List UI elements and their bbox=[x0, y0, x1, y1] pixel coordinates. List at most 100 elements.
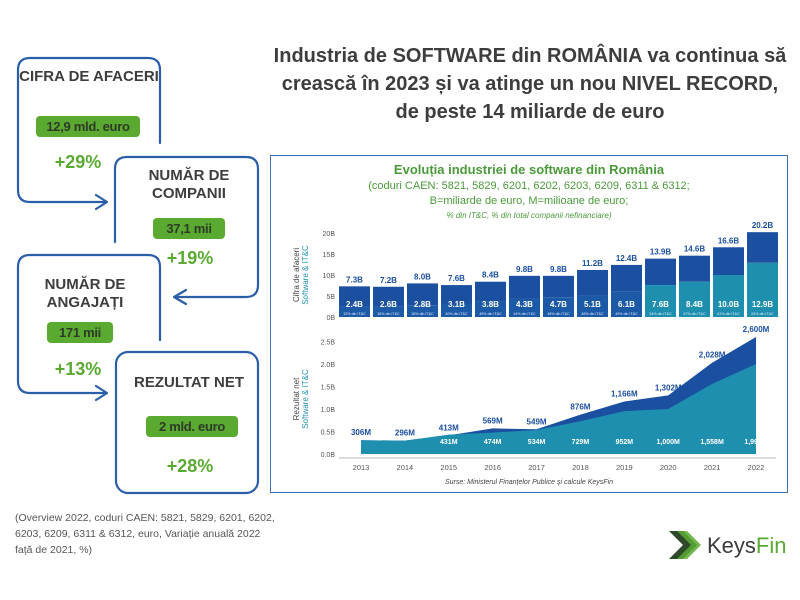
bar-itc bbox=[509, 275, 540, 299]
bar-label-software: 6.1B bbox=[618, 300, 635, 309]
x-tick-label: 2013 bbox=[353, 463, 370, 472]
kpi-change: +19% bbox=[166, 248, 214, 268]
bar-label-software: 2.4B bbox=[346, 300, 363, 309]
bar-share-label: 40% din IT&C bbox=[445, 312, 468, 316]
bar-label-itc: 16.6B bbox=[718, 236, 740, 245]
bar-share-label: 32% din IT&C bbox=[343, 312, 366, 316]
y-tick-label: 10B bbox=[323, 273, 336, 280]
bar-label-itc: 7.3B bbox=[346, 275, 363, 284]
bar-itc bbox=[747, 232, 778, 263]
chart-subtitle: (coduri CAEN: 5821, 5829, 6201, 6202, 62… bbox=[368, 180, 690, 192]
y-tick-label: 2.5B bbox=[321, 340, 336, 347]
kpi-value: 2 mld. euro bbox=[146, 416, 238, 437]
bar-itc bbox=[441, 285, 472, 304]
bar-itc bbox=[407, 283, 438, 306]
bar-software bbox=[713, 275, 744, 317]
x-tick-label: 2016 bbox=[484, 463, 501, 472]
bar-itc bbox=[679, 255, 710, 282]
chart-title: Evoluția industriei de software din Româ… bbox=[393, 162, 665, 177]
bar-software bbox=[339, 306, 370, 317]
chart-subtitle: % din IT&C, % din total companii nefinan… bbox=[446, 211, 612, 220]
bar-label-software: 7.6B bbox=[652, 300, 669, 309]
bar-share-label: 64% din IT&C bbox=[751, 312, 774, 316]
kpi-title: NUMĂR DE ANGAJAȚI bbox=[44, 276, 126, 311]
bar-label-software: 3.1B bbox=[448, 300, 465, 309]
area-label-itc: 2,028M bbox=[699, 351, 726, 360]
bar-software bbox=[441, 303, 472, 317]
area-label-software: 729M bbox=[572, 439, 590, 446]
bar-label-software: 4.3B bbox=[516, 300, 533, 309]
bar-label-software: 2.8B bbox=[414, 300, 431, 309]
area-label-itc: 2,600M bbox=[743, 325, 770, 334]
y-axis-label: Rezultat net bbox=[292, 377, 301, 420]
bar-itc bbox=[577, 269, 608, 296]
y-axis-label: Cifra de afaceri bbox=[292, 248, 301, 302]
bar-software bbox=[543, 297, 574, 317]
area-label-itc: 569M bbox=[483, 416, 503, 425]
y-tick-label: 20B bbox=[323, 231, 336, 238]
bar-label-itc: 7.2B bbox=[380, 276, 397, 285]
bar-label-software: 2.6B bbox=[380, 300, 397, 309]
x-tick-label: 2017 bbox=[528, 463, 545, 472]
y-tick-label: 2.0B bbox=[321, 362, 336, 369]
box-angajati-outline bbox=[16, 253, 162, 395]
flow-connectors bbox=[16, 56, 260, 495]
bar-software bbox=[679, 281, 710, 317]
area-software bbox=[361, 364, 756, 454]
y-tick-label: 0.5B bbox=[321, 430, 336, 437]
bar-software bbox=[407, 305, 438, 317]
svg-text:KeysFin: KeysFin bbox=[707, 533, 786, 558]
area-label-software: 952M bbox=[616, 439, 634, 446]
y-tick-label: 0B bbox=[326, 315, 335, 322]
kpi-title: CIFRA DE AFACERI bbox=[19, 68, 159, 85]
x-tick-label: 2015 bbox=[440, 463, 457, 472]
bar-itc bbox=[645, 258, 676, 286]
bar-share-label: 36% din IT&C bbox=[411, 312, 434, 316]
box-cifra-outline bbox=[16, 56, 162, 204]
area-label-software: 1,000M bbox=[657, 439, 681, 446]
bar-share-label: 46% din IT&C bbox=[581, 312, 604, 316]
x-tick-label: 2020 bbox=[660, 463, 677, 472]
area-label-software: 534M bbox=[528, 439, 546, 446]
kpi-title: REZULTAT NET bbox=[134, 374, 244, 391]
bar-itc bbox=[339, 286, 370, 307]
bar-itc bbox=[373, 286, 404, 307]
bar-label-software: 3.8B bbox=[482, 300, 499, 309]
area-label-itc: 296M bbox=[395, 429, 415, 438]
bar-software bbox=[373, 306, 404, 317]
bar-share-label: 57% din IT&C bbox=[683, 312, 706, 316]
bar-software bbox=[747, 262, 778, 317]
bar-software bbox=[475, 301, 506, 317]
arrow-left-icon bbox=[172, 288, 188, 306]
chart-panel: Evoluția industriei de software din Româ… bbox=[270, 155, 788, 493]
arrow-right-icon bbox=[94, 193, 109, 211]
footnote: (Overview 2022, coduri CAEN: 5821, 5829,… bbox=[15, 512, 275, 556]
bar-label-itc: 8.4B bbox=[482, 271, 499, 280]
area-label-itc: 413M bbox=[439, 423, 459, 432]
bar-share-label: 49% din IT&C bbox=[615, 312, 638, 316]
bar-share-label: 36% din IT&C bbox=[377, 312, 400, 316]
bar-software bbox=[577, 295, 608, 317]
area-label-itc: 876M bbox=[570, 403, 590, 412]
bar-software bbox=[645, 285, 676, 317]
bar-itc bbox=[713, 247, 744, 275]
area-label-itc: 1,302M bbox=[655, 383, 682, 392]
bar-label-itc: 12.4B bbox=[616, 254, 638, 263]
area-label-itc: 306M bbox=[351, 428, 371, 437]
kpi-change: +28% bbox=[166, 456, 214, 476]
y-tick-label: 1.5B bbox=[321, 385, 336, 392]
area-label-itc: 549M bbox=[527, 417, 547, 426]
bar-label-software: 5.1B bbox=[584, 300, 601, 309]
area-label-itc: 1,166M bbox=[611, 390, 638, 399]
x-tick-label: 2021 bbox=[704, 463, 721, 472]
chart-source: Surse: Ministerul Finanțelor Publice și … bbox=[445, 479, 613, 486]
chart-subtitle: B=miliarde de euro, M=milioane de euro; bbox=[429, 195, 629, 207]
y-axis-label: Software & IT&C bbox=[301, 245, 310, 305]
kpi-change: +29% bbox=[54, 152, 102, 172]
area-label-software: 1,999M bbox=[744, 439, 768, 446]
area-label-software: 1,558M bbox=[700, 439, 724, 446]
bar-label-software: 12.9B bbox=[752, 300, 774, 309]
kpi-value: 12,9 mld. euro bbox=[36, 116, 140, 137]
bar-label-itc: 8.0B bbox=[414, 272, 431, 281]
